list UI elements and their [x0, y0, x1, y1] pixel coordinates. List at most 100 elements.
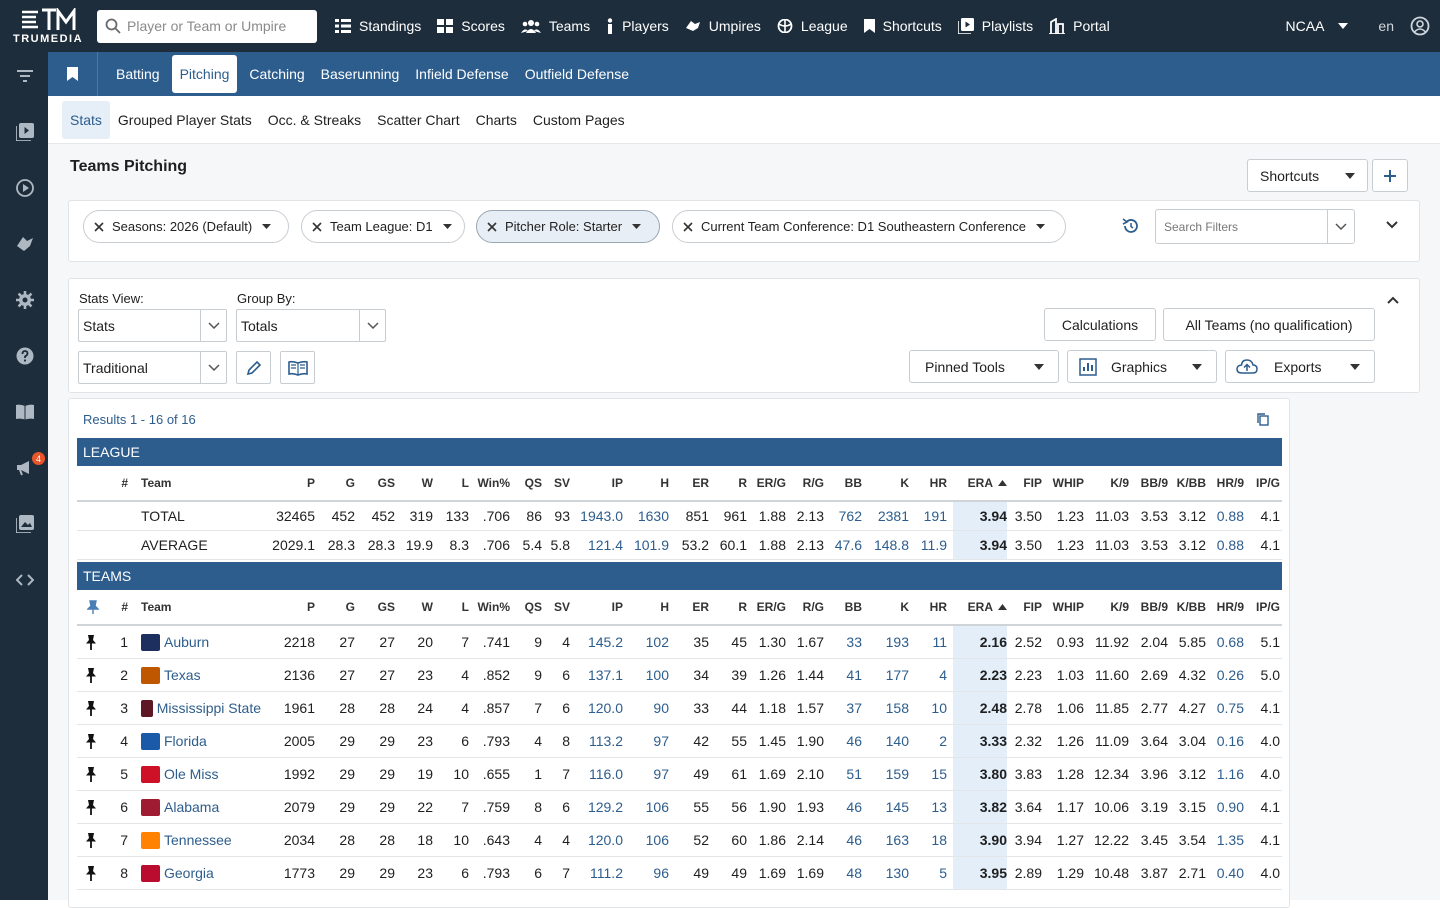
- cell-h[interactable]: 97: [653, 766, 669, 782]
- header-er-g[interactable]: ER/G: [756, 476, 786, 490]
- glossary-book-icon[interactable]: [14, 401, 36, 423]
- header-k-9[interactable]: K/9: [1110, 476, 1129, 490]
- add-shortcut-button[interactable]: [1372, 159, 1408, 192]
- subtab-custom-pages[interactable]: Custom Pages: [532, 111, 625, 128]
- header-w[interactable]: W: [421, 476, 433, 490]
- header-r[interactable]: R: [738, 600, 747, 614]
- nav-playlists[interactable]: Playlists: [957, 18, 1033, 34]
- header-team[interactable]: Team: [141, 476, 172, 490]
- nav-shortcuts[interactable]: Shortcuts: [863, 18, 942, 34]
- header-qs[interactable]: QS: [524, 476, 542, 490]
- filter-chip-team-league[interactable]: Team League: D1: [301, 210, 465, 243]
- cell-h[interactable]: 100: [645, 667, 669, 683]
- cell-team[interactable]: Georgia: [141, 857, 261, 889]
- cell-h[interactable]: 106: [645, 832, 669, 848]
- header-qs[interactable]: QS: [524, 600, 542, 614]
- cell-h[interactable]: 1630: [637, 508, 669, 524]
- cell-hr-9[interactable]: 0.90: [1216, 799, 1244, 815]
- cell-team[interactable]: Florida: [141, 725, 261, 757]
- cell-team[interactable]: Mississippi State: [141, 692, 261, 724]
- header-k-bb[interactable]: K/BB: [1176, 600, 1206, 614]
- remove-filter-icon[interactable]: [94, 221, 104, 232]
- remove-filter-icon[interactable]: [312, 221, 322, 232]
- pin-row-icon[interactable]: [85, 626, 101, 658]
- header-r-g[interactable]: R/G: [802, 600, 824, 614]
- cell-h[interactable]: 90: [653, 700, 669, 716]
- calculations-button[interactable]: Calculations: [1044, 308, 1156, 341]
- collapse-panel-chevron-icon[interactable]: [1387, 296, 1399, 304]
- header-er[interactable]: ER: [692, 476, 709, 490]
- header-rank[interactable]: #: [121, 600, 128, 614]
- cell-k[interactable]: 148.8: [873, 537, 909, 553]
- header-whip[interactable]: WHIP: [1052, 600, 1084, 614]
- cell-bb[interactable]: 762: [838, 508, 862, 524]
- cell-ip[interactable]: 137.1: [587, 667, 623, 683]
- tab-catching[interactable]: Catching: [249, 66, 305, 82]
- header-win-pct[interactable]: Win%: [477, 476, 510, 490]
- cell-k[interactable]: 158: [885, 700, 909, 716]
- header-er[interactable]: ER: [692, 600, 709, 614]
- edit-stat-set-button[interactable]: [236, 351, 271, 384]
- cell-bb[interactable]: 46: [846, 832, 862, 848]
- settings-gear-icon[interactable]: [14, 289, 36, 311]
- cell-hr-9[interactable]: 0.88: [1216, 508, 1244, 524]
- subtab-charts[interactable]: Charts: [475, 111, 517, 128]
- help-icon[interactable]: [14, 345, 36, 367]
- pin-row-icon[interactable]: [85, 692, 101, 724]
- cell-h[interactable]: 102: [645, 634, 669, 650]
- cell-hr[interactable]: 18: [931, 832, 947, 848]
- cell-ip[interactable]: 1943.0: [580, 508, 623, 524]
- tab-baserunning[interactable]: Baserunning: [320, 66, 400, 82]
- cell-k[interactable]: 130: [885, 865, 909, 881]
- cell-k[interactable]: 159: [885, 766, 909, 782]
- cell-k[interactable]: 163: [885, 832, 909, 848]
- cell-hr-9[interactable]: 0.75: [1216, 700, 1244, 716]
- header-bb[interactable]: BB: [844, 476, 862, 490]
- cell-team[interactable]: Alabama: [141, 791, 261, 823]
- cell-hr-9[interactable]: 0.26: [1216, 667, 1244, 683]
- cell-bb[interactable]: 47.6: [834, 537, 862, 553]
- umpire-icon[interactable]: [14, 233, 36, 255]
- cell-ip[interactable]: 120.0: [587, 832, 623, 848]
- header-ip-g[interactable]: IP/G: [1255, 476, 1280, 490]
- cell-hr-9[interactable]: 0.68: [1216, 634, 1244, 650]
- filter-chip-seasons[interactable]: Seasons: 2026 (Default): [83, 210, 289, 243]
- cell-k[interactable]: 145: [885, 799, 909, 815]
- copy-table-icon[interactable]: [1257, 413, 1269, 426]
- cell-hr[interactable]: 191: [923, 508, 947, 524]
- header-k-bb[interactable]: K/BB: [1176, 476, 1206, 490]
- cell-k[interactable]: 177: [885, 667, 909, 683]
- header-fip[interactable]: FIP: [1023, 476, 1042, 490]
- cell-k[interactable]: 2381: [877, 508, 909, 524]
- nav-scores[interactable]: Scores: [437, 18, 505, 34]
- cell-ip[interactable]: 120.0: [587, 700, 623, 716]
- cell-bb[interactable]: 51: [846, 766, 862, 782]
- tab-outfield-defense[interactable]: Outfield Defense: [524, 66, 629, 82]
- cell-h[interactable]: 101.9: [633, 537, 669, 553]
- header-bb-9[interactable]: BB/9: [1140, 600, 1168, 614]
- subtab-stats[interactable]: Stats: [62, 100, 110, 139]
- cell-k[interactable]: 140: [885, 733, 909, 749]
- cell-hr-9[interactable]: 0.40: [1216, 865, 1244, 881]
- header-h[interactable]: H: [660, 600, 669, 614]
- pin-row-icon[interactable]: [85, 758, 101, 790]
- cell-hr-9[interactable]: 1.16: [1216, 766, 1244, 782]
- stat-set-select[interactable]: Traditional: [78, 351, 227, 384]
- cell-bb[interactable]: 48: [846, 865, 862, 881]
- header-gs[interactable]: GS: [377, 600, 395, 614]
- cell-hr-9[interactable]: 0.88: [1216, 537, 1244, 553]
- cell-team[interactable]: Texas: [141, 659, 261, 691]
- header-k[interactable]: K: [900, 600, 909, 614]
- cell-ip[interactable]: 113.2: [589, 733, 623, 749]
- cell-hr-9[interactable]: 0.16: [1216, 733, 1244, 749]
- header-gs[interactable]: GS: [377, 476, 395, 490]
- header-w[interactable]: W: [421, 600, 433, 614]
- header-p[interactable]: P: [306, 476, 315, 490]
- pin-row-icon[interactable]: [85, 725, 101, 757]
- header-k[interactable]: K: [900, 476, 909, 490]
- header-hr-9[interactable]: HR/9: [1216, 476, 1244, 490]
- cell-ip[interactable]: 116.0: [589, 766, 623, 782]
- cell-k[interactable]: 193: [885, 634, 909, 650]
- bookmark-page-button[interactable]: [48, 52, 98, 96]
- global-search-input[interactable]: Player or Team or Umpire: [97, 9, 317, 43]
